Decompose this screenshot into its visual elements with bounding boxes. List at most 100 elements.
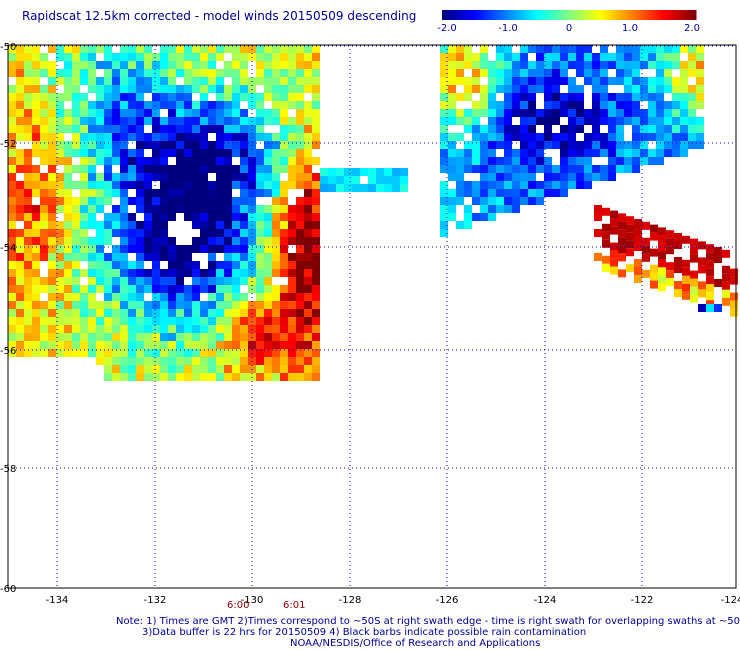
wind-cell [184,301,192,309]
wind-cell [144,77,152,85]
wind-cell [264,77,272,85]
wind-cell [594,213,602,221]
colorbar-segment [452,10,455,20]
wind-cell [722,265,730,274]
wind-cell [152,309,160,317]
wind-cell [672,117,680,125]
wind-cell [576,181,584,189]
wind-cell [168,317,176,325]
wind-cell [600,149,608,157]
wind-cell [584,133,592,141]
wind-cell [520,117,528,125]
wind-cell [480,205,488,213]
wind-cell [176,333,184,341]
wind-cell [48,285,56,293]
wind-cell [144,157,152,165]
wind-cell [88,189,96,197]
wind-cell [504,205,512,213]
wind-cell [64,229,72,237]
wind-cell [664,53,672,61]
wind-cell [32,85,40,93]
colorbar-segment [556,10,559,20]
wind-cell [640,77,648,85]
wind-cell [152,365,160,373]
wind-cell [144,373,152,381]
wind-cell [312,77,320,85]
wind-cell [240,157,248,165]
wind-cell [240,229,248,237]
wind-cell [144,237,152,245]
wind-cell [112,61,120,69]
wind-cell [680,117,688,125]
wind-cell [608,133,616,141]
wind-cell [706,268,714,277]
wind-cell [112,325,120,333]
wind-cell [488,141,496,149]
colorbar-segment [476,10,479,20]
wind-cell [104,221,112,229]
wind-cell [440,45,448,53]
wind-cell [264,325,272,333]
wind-cell [48,93,56,101]
wind-cell [610,266,618,275]
wind-cell [576,149,584,157]
wind-cell [576,53,584,61]
wind-cell [48,205,56,213]
wind-cell [296,69,304,77]
wind-cell [504,197,512,205]
wind-cell [144,285,152,293]
wind-cell [112,189,120,197]
wind-cell [48,277,56,285]
wind-cell [80,333,88,341]
wind-cell [512,133,520,141]
wind-cell [152,285,160,293]
wind-cell [160,317,168,325]
wind-cell [200,213,208,221]
wind-cell [112,229,120,237]
time-label-601: 6:01 [283,600,306,611]
wind-cell [672,101,680,109]
wind-cell [168,197,176,205]
wind-cell [658,267,666,276]
wind-cell [640,45,648,53]
wind-cell [56,133,64,141]
wind-cell [48,317,56,325]
wind-cell [648,53,656,61]
wind-cell [224,365,232,373]
colorbar-segment [478,10,481,20]
wind-cell [296,365,304,373]
wind-cell [72,133,80,141]
wind-cell [280,357,288,365]
wind-cell [600,53,608,61]
wind-cell [184,149,192,157]
wind-cell [674,257,682,265]
wind-cell [208,293,216,301]
wind-cell [144,349,152,357]
wind-cell [208,365,216,373]
wind-cell [288,45,296,53]
wind-cell [136,357,144,365]
wind-cell [176,189,184,197]
wind-cell [464,45,472,53]
wind-cell [688,109,696,117]
wind-cell [40,157,48,165]
wind-cell [480,165,488,173]
wind-cell [176,309,184,317]
wind-cell [616,149,624,157]
wind-cell [80,189,88,197]
wind-cell [312,197,320,205]
wind-cell [144,181,152,189]
wind-cell [648,157,656,165]
wind-cell [192,165,200,173]
wind-cell [456,117,464,125]
colorbar-segment [688,10,691,20]
wind-cell [208,165,216,173]
wind-cell [160,325,168,333]
wind-cell [72,309,80,317]
wind-cell [296,149,304,157]
wind-cell [368,168,376,176]
wind-cell [160,333,168,341]
colorbar-tick-label: -1.0 [498,23,518,34]
wind-cell [88,77,96,85]
wind-cell [192,237,200,245]
